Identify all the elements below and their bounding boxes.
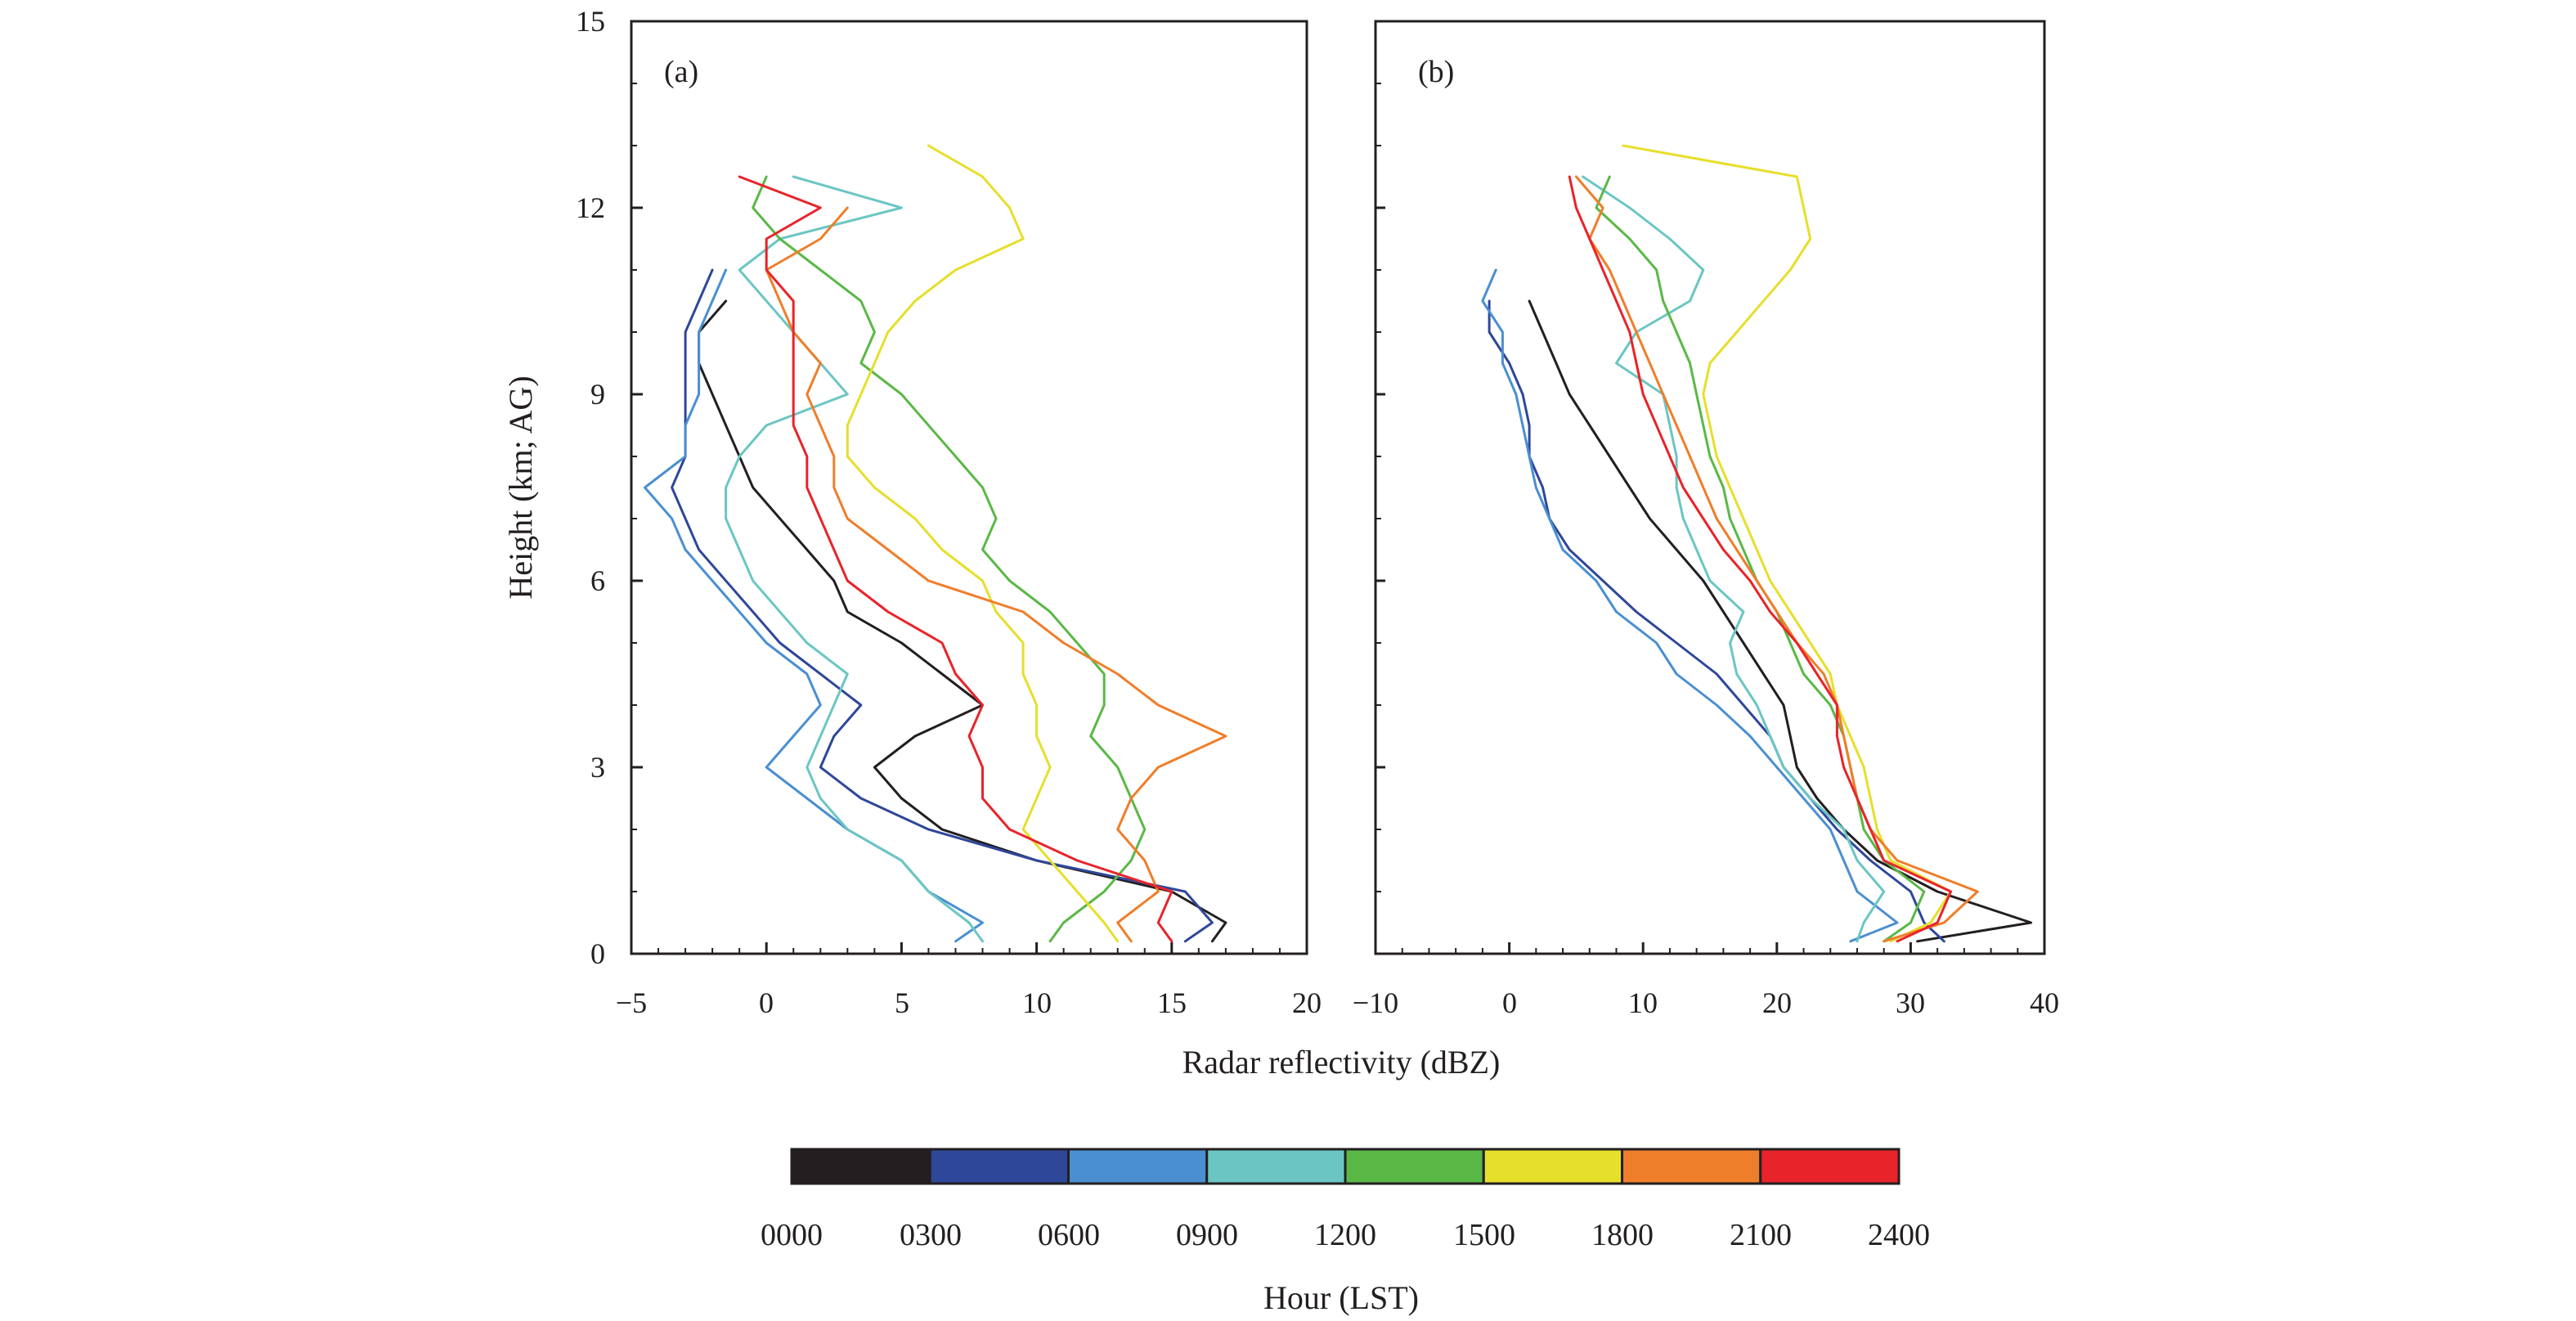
panel-b-frame [1374, 20, 2046, 955]
panel-a-xtick-label: −5 [616, 986, 647, 1019]
panel-b-series-2100 [1568, 175, 1952, 943]
panel-a-ytick-label: 9 [590, 378, 605, 411]
panel-b-xtick-label: 30 [1896, 986, 1925, 1019]
panel-b-lines [1481, 144, 2033, 943]
panel-a-ytick-label: 6 [590, 564, 605, 597]
colorbar-label: 2100 [1730, 1218, 1792, 1252]
panel-a-series-1500 [846, 144, 1120, 943]
panel-a: (a) −5 0 5 10 15 20 0 3 6 9 12 15 Height… [502, 5, 1322, 1019]
panel-b-series-0600 [1481, 268, 1899, 943]
panel-b-series-1800 [1574, 175, 1979, 943]
panel-a-frame [630, 20, 1308, 955]
colorbar-label: 1200 [1314, 1218, 1376, 1252]
panel-a-xtick-label: 15 [1157, 986, 1187, 1019]
panel-b-xtick-label: −10 [1353, 986, 1398, 1019]
colorbar-swatch-0900 [1205, 1148, 1347, 1185]
panel-b-label: (b) [1418, 55, 1454, 89]
colorbar-swatch-1200 [1344, 1148, 1485, 1185]
panel-b-ticks [1374, 20, 2046, 955]
panel-a-series-2100 [738, 175, 1174, 943]
colorbar-label: 1500 [1453, 1218, 1515, 1252]
colorbar-legend: 0000 0300 0600 0900 1200 1500 1800 2100 … [761, 1148, 1930, 1316]
colorbar-label: 0900 [1176, 1218, 1238, 1252]
panel-b-xtick-label: 40 [2030, 986, 2059, 1019]
panel-a-series-1200 [752, 175, 1147, 943]
panel-b-series-0300 [1488, 299, 1945, 943]
panel-b-xtick-label: 0 [1502, 986, 1517, 1019]
colorbar-labels: 0000 0300 0600 0900 1200 1500 1800 2100 … [761, 1218, 1930, 1252]
panel-a-ytick-label: 15 [576, 5, 605, 38]
colorbar-label: 0000 [761, 1218, 823, 1252]
colorbar-label: 0600 [1038, 1218, 1100, 1252]
panel-b-series-0900 [1582, 175, 1886, 943]
colorbar-swatch-1800 [1621, 1148, 1762, 1185]
colorbar-swatch-1500 [1482, 1148, 1623, 1185]
panel-a-ytick-labels: 0 3 6 9 12 15 [576, 5, 605, 970]
panel-a-ytick-label: 3 [590, 751, 605, 784]
colorbar-swatch-0600 [1067, 1148, 1209, 1185]
panel-a-xtick-labels: −5 0 5 10 15 20 [616, 986, 1322, 1019]
panel-a-ticks [630, 20, 1308, 955]
panel-b-series-1200 [1595, 175, 1926, 943]
colorbar-swatch-2100 [1759, 1148, 1901, 1185]
panel-b-series-1500 [1622, 144, 1952, 943]
panel-a-series-0600 [644, 268, 984, 943]
colorbar-boxes [790, 1148, 1901, 1185]
panel-a-series-1800 [765, 206, 1227, 943]
panel-a-series-0300 [671, 268, 1214, 943]
colorbar-title: Hour (LST) [1263, 1279, 1419, 1316]
colorbar-label: 2400 [1868, 1218, 1930, 1252]
panel-a-xtick-label: 5 [895, 986, 909, 1019]
panel-a-ytick-label: 12 [576, 191, 605, 224]
x-axis-title: Radar reflectivity (dBZ) [1183, 1044, 1501, 1081]
colorbar-swatch-0300 [928, 1148, 1070, 1185]
colorbar-swatch-0000 [790, 1148, 931, 1185]
colorbar-label: 1800 [1591, 1218, 1654, 1252]
panel-b-xtick-label: 20 [1762, 986, 1792, 1019]
panel-a-xtick-label: 10 [1022, 986, 1052, 1019]
panel-a-xtick-label: 20 [1292, 986, 1322, 1019]
panel-b-xtick-label: 10 [1628, 986, 1658, 1019]
panel-a-label: (a) [664, 55, 698, 89]
panel-a-ytick-label: 0 [590, 937, 605, 970]
colorbar-label: 0300 [900, 1218, 962, 1252]
panel-a-series-0000 [698, 299, 1227, 943]
panel-b-series-0000 [1528, 299, 2033, 943]
panel-a-lines [644, 144, 1227, 943]
panel-b: (b) −10 0 10 20 30 40 [1353, 20, 2059, 1019]
panel-b-xtick-labels: −10 0 10 20 30 40 [1353, 986, 2059, 1019]
panel-a-ylabel: Height (km; AG) [502, 375, 539, 599]
panel-a-xtick-label: 0 [759, 986, 774, 1019]
panel-a-series-0900 [725, 175, 984, 943]
